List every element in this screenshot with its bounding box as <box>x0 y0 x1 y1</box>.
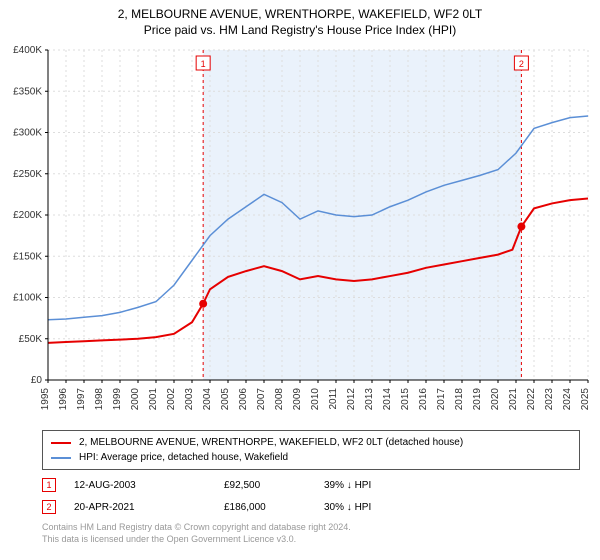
svg-text:2: 2 <box>519 59 524 69</box>
svg-text:£0: £0 <box>31 375 43 386</box>
event-table: 1 12-AUG-2003£92,50039% ↓ HPI 2 20-APR-2021… <box>42 474 562 518</box>
svg-text:2016: 2016 <box>418 388 429 411</box>
event-date: 12-AUG-2003 <box>74 480 224 491</box>
svg-text:2008: 2008 <box>274 388 285 411</box>
svg-text:2000: 2000 <box>130 388 141 411</box>
svg-text:1995: 1995 <box>40 388 51 411</box>
svg-text:2022: 2022 <box>526 388 537 411</box>
svg-text:£150K: £150K <box>13 251 42 262</box>
svg-text:2010: 2010 <box>310 388 321 411</box>
svg-text:2019: 2019 <box>472 388 483 411</box>
svg-text:£250K: £250K <box>13 169 42 180</box>
svg-text:£300K: £300K <box>13 128 42 139</box>
svg-text:£350K: £350K <box>13 86 42 97</box>
svg-text:£400K: £400K <box>13 45 42 56</box>
svg-text:2021: 2021 <box>508 388 519 411</box>
svg-text:1: 1 <box>201 59 206 69</box>
svg-text:2002: 2002 <box>166 388 177 411</box>
svg-text:2013: 2013 <box>364 388 375 411</box>
svg-text:2018: 2018 <box>454 388 465 411</box>
svg-text:2017: 2017 <box>436 388 447 411</box>
legend-label: HPI: Average price, detached house, Wake… <box>79 450 288 465</box>
chart-area: 1 2 £0 £50K £100K £150K £200K £250K £300K £350K £4… <box>0 42 600 422</box>
svg-text:2012: 2012 <box>346 388 357 411</box>
legend-row: HPI: Average price, detached house, Wake… <box>51 450 571 465</box>
svg-text:2006: 2006 <box>238 388 249 411</box>
event-row: 1 12-AUG-2003£92,50039% ↓ HPI <box>42 474 562 496</box>
legend-row: 2, MELBOURNE AVENUE, WRENTHORPE, WAKEFIE… <box>51 435 571 450</box>
svg-text:2024: 2024 <box>562 388 573 411</box>
event-date: 20-APR-2021 <box>74 502 224 513</box>
svg-text:1999: 1999 <box>112 388 123 411</box>
svg-text:2007: 2007 <box>256 388 267 411</box>
svg-text:1996: 1996 <box>58 388 69 411</box>
svg-text:1998: 1998 <box>94 388 105 411</box>
event-price: £92,500 <box>224 480 324 491</box>
footnote-line1: Contains HM Land Registry data © Crown c… <box>42 522 351 534</box>
svg-text:2009: 2009 <box>292 388 303 411</box>
svg-text:£50K: £50K <box>19 334 43 345</box>
svg-text:1997: 1997 <box>76 388 87 411</box>
event-diff: 39% ↓ HPI <box>324 480 444 491</box>
svg-text:£200K: £200K <box>13 210 42 221</box>
svg-text:2020: 2020 <box>490 388 501 411</box>
legend-label: 2, MELBOURNE AVENUE, WRENTHORPE, WAKEFIE… <box>79 435 463 450</box>
chart-title-line2: Price paid vs. HM Land Registry's House … <box>0 22 600 38</box>
event-price: £186,000 <box>224 502 324 513</box>
footnote-line2: This data is licensed under the Open Gov… <box>42 534 351 546</box>
footnote: Contains HM Land Registry data © Crown c… <box>42 522 351 545</box>
legend-swatch <box>51 457 71 459</box>
svg-text:2011: 2011 <box>328 388 339 410</box>
svg-text:£100K: £100K <box>13 293 42 304</box>
event-marker: 2 <box>42 500 56 514</box>
legend-swatch <box>51 442 71 444</box>
svg-text:2001: 2001 <box>148 388 159 411</box>
svg-text:2003: 2003 <box>184 388 195 411</box>
svg-text:2004: 2004 <box>202 388 213 411</box>
event-diff: 30% ↓ HPI <box>324 502 444 513</box>
svg-text:2023: 2023 <box>544 388 555 411</box>
event-row: 2 20-APR-2021£186,00030% ↓ HPI <box>42 496 562 518</box>
svg-text:2025: 2025 <box>580 388 591 411</box>
legend: 2, MELBOURNE AVENUE, WRENTHORPE, WAKEFIE… <box>42 430 580 470</box>
svg-text:2015: 2015 <box>400 388 411 411</box>
svg-text:2005: 2005 <box>220 388 231 411</box>
chart-title-line1: 2, MELBOURNE AVENUE, WRENTHORPE, WAKEFIE… <box>0 6 600 22</box>
svg-text:2014: 2014 <box>382 388 393 411</box>
event-marker: 1 <box>42 478 56 492</box>
